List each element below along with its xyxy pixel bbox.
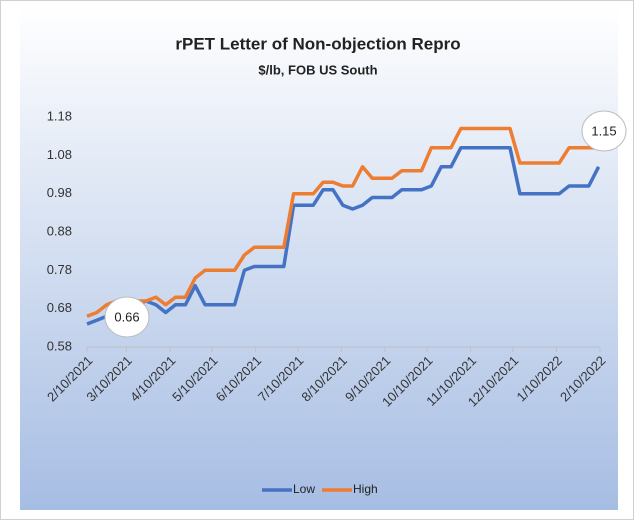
y-tick-label: 1.08 xyxy=(47,147,72,162)
chart-subtitle: $/lb, FOB US South xyxy=(258,62,377,77)
series-line xyxy=(86,126,599,318)
annotations: 0.66 1.15 xyxy=(104,110,627,338)
callout xyxy=(581,110,627,152)
series-line xyxy=(86,145,601,326)
chart-title: rPET Letter of Non-objection Repro xyxy=(175,34,460,53)
y-tick-label: 0.68 xyxy=(47,300,72,315)
y-tick-label: 0.88 xyxy=(47,223,72,238)
legend-label: Low xyxy=(293,482,315,496)
y-tick-label: 0.98 xyxy=(47,185,72,200)
y-tick-label: 0.78 xyxy=(47,262,72,277)
legend-label: High xyxy=(353,482,378,496)
plot-background xyxy=(20,5,618,510)
y-tick-label: 0.58 xyxy=(47,338,72,353)
callout xyxy=(104,296,150,338)
annotation: 1.15 xyxy=(591,123,616,138)
annotation: 0.66 xyxy=(114,309,139,324)
y-tick-label: 1.18 xyxy=(47,108,72,123)
